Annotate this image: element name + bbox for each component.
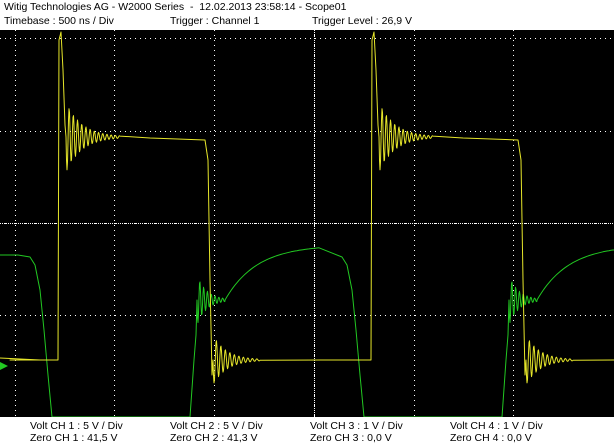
scope-screen[interactable]: [0, 30, 614, 417]
channel-1-trace: [0, 31, 614, 384]
trigger-level-label: Trigger Level : 26,9 V: [312, 15, 412, 27]
channel-3-zero: Zero CH 3 : 0,0 V: [310, 432, 392, 444]
scope-settings-line: Timebase : 500 ns / Div Trigger : Channe…: [4, 15, 610, 27]
channel-2-zero: Zero CH 2 : 41,3 V: [170, 432, 258, 444]
ground-marker-icon[interactable]: [0, 362, 8, 370]
channel-2-trace: [0, 247, 614, 417]
window-title: Witig Technologies AG - W2000 Series - 1…: [4, 1, 347, 13]
scope-display: [0, 30, 614, 417]
timebase-label: Timebase : 500 ns / Div: [4, 15, 114, 27]
channel-1-zero: Zero CH 1 : 41,5 V: [30, 432, 118, 444]
scope-grid: [0, 30, 614, 417]
channel-4-volt-div: Volt CH 4 : 1 V / Div: [450, 420, 543, 432]
channel-3-volt-div: Volt CH 3 : 1 V / Div: [310, 420, 403, 432]
trigger-source-label: Trigger : Channel 1: [170, 15, 260, 27]
channel-settings-footer: Volt CH 1 : 5 V / Div Zero CH 1 : 41,5 V…: [0, 418, 614, 447]
channel-4-settings: Volt CH 4 : 1 V / Div Zero CH 4 : 0,0 V: [450, 420, 590, 444]
channel-1-volt-div: Volt CH 1 : 5 V / Div: [30, 420, 123, 432]
channel-2-settings: Volt CH 2 : 5 V / Div Zero CH 2 : 41,3 V: [170, 420, 310, 444]
channel-3-settings: Volt CH 3 : 1 V / Div Zero CH 3 : 0,0 V: [310, 420, 450, 444]
channel-4-zero: Zero CH 4 : 0,0 V: [450, 432, 532, 444]
channel-2-volt-div: Volt CH 2 : 5 V / Div: [170, 420, 263, 432]
channel-1-settings: Volt CH 1 : 5 V / Div Zero CH 1 : 41,5 V: [30, 420, 170, 444]
